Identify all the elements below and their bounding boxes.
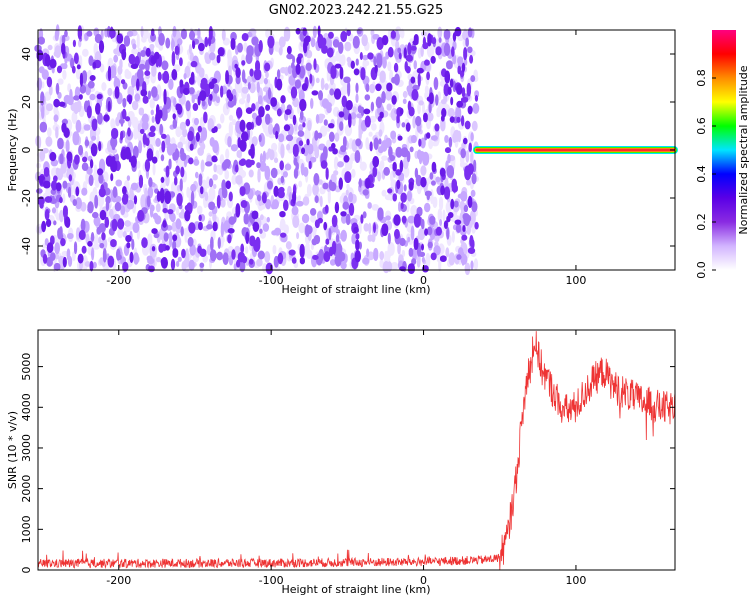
colorbar-tick-label: 0.6 — [695, 117, 708, 135]
snr-series-line — [37, 331, 676, 570]
spectrogram-x-label: Height of straight line (km) — [281, 283, 430, 296]
y-tick-label: 3000 — [20, 434, 33, 462]
y-tick-label: 0 — [20, 567, 33, 574]
snr-x-ticks: -200 -100 0 100 — [106, 330, 586, 587]
colorbar-ticks: 0.0 0.2 0.4 0.6 0.8 — [695, 69, 716, 279]
colorbar-tick-label: 0.2 — [695, 213, 708, 231]
y-tick-label: -40 — [20, 237, 33, 255]
y-tick-label: 5000 — [20, 353, 33, 381]
x-tick-label: 100 — [565, 274, 586, 287]
x-tick-label: -100 — [259, 274, 284, 287]
snr-plot-area — [38, 330, 675, 570]
y-tick-label: 20 — [20, 95, 33, 109]
y-tick-label: 4000 — [20, 393, 33, 421]
y-tick-label: -20 — [20, 189, 33, 207]
colorbar-tick-label: 0.8 — [695, 69, 708, 87]
snr-panel: -200 -100 0 100 0 1000 2000 3000 4000 5000 Heigh… — [6, 329, 676, 596]
snr-frame — [37, 329, 676, 571]
x-tick-label: 0 — [420, 574, 427, 587]
colorbar: 0.0 0.2 0.4 0.6 0.8 Normalized spectral ampl… — [695, 30, 750, 279]
x-tick-label: 100 — [565, 574, 586, 587]
x-tick-label: -200 — [106, 574, 131, 587]
spectrogram-y-label: Frequency (Hz) — [6, 109, 19, 192]
y-tick-label: 2000 — [20, 475, 33, 503]
colorbar-gradient — [712, 30, 736, 270]
y-tick-label: 0 — [20, 147, 33, 154]
spectrogram-x-ticks: -200 -100 0 100 — [106, 30, 586, 287]
snr-y-ticks: 0 1000 2000 3000 4000 5000 — [20, 353, 675, 574]
colorbar-tick-label: 0.0 — [695, 261, 708, 279]
y-tick-label: 1000 — [20, 515, 33, 543]
colorbar-label: Normalized spectral amplitude — [737, 65, 750, 234]
colorbar-tick-label: 0.4 — [695, 165, 708, 183]
x-tick-label: -100 — [259, 574, 284, 587]
noise-blobs — [34, 25, 478, 273]
snr-x-label: Height of straight line (km) — [281, 583, 430, 596]
chart-title: GN02.2023.242.21.55.G25 — [269, 3, 444, 18]
x-tick-label: -200 — [106, 274, 131, 287]
snr-y-label: SNR (10 * v/v) — [6, 411, 19, 489]
x-tick-label: 0 — [420, 274, 427, 287]
y-tick-label: 40 — [20, 47, 33, 61]
spectrogram-noise — [34, 24, 480, 276]
noise-blobs — [36, 25, 473, 274]
spectrogram-y-ticks: -40 -20 0 20 40 — [20, 47, 675, 255]
